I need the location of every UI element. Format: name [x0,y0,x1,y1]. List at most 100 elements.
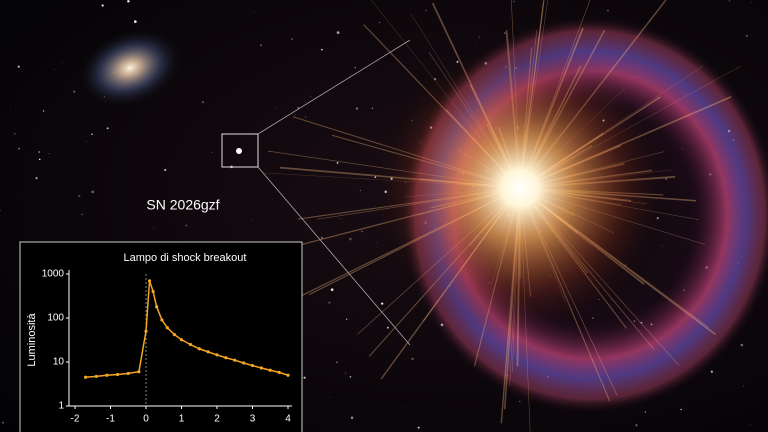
y-tick-label: 100 [47,313,64,324]
x-tick-label: 2 [214,414,220,425]
data-point [160,318,164,322]
star [91,133,93,135]
data-point [116,372,120,377]
star [320,48,323,51]
data-point [242,361,246,365]
data-point [206,350,210,354]
star [411,357,414,361]
star [349,375,352,378]
star [62,61,64,63]
zoom-box [221,133,259,168]
data-point [224,356,228,360]
star [745,34,749,38]
star [540,5,542,7]
star [355,107,359,110]
star [303,376,306,379]
star [475,42,477,44]
star [340,218,341,220]
star [680,408,682,411]
star [425,9,427,11]
data-point [197,347,201,351]
star [504,32,506,34]
star [269,150,271,152]
star [190,208,191,209]
data-point [277,370,281,375]
star [635,424,638,427]
star [133,20,137,23]
y-tick-label: 1000 [42,269,65,280]
x-tick-label: -1 [106,414,115,425]
data-point [172,332,176,337]
star [329,397,331,399]
data-point [147,279,152,283]
star [91,190,95,194]
galaxy [76,27,184,109]
star [478,36,480,38]
data-point [144,329,148,333]
object-label: SN 2026gzf [146,197,219,213]
plot: 1 10 100 1000 -2 -1 0 1 2 3 4 [42,269,292,425]
zoom-line [257,166,411,346]
star [336,162,339,164]
star [349,237,352,241]
data-point [250,363,255,368]
data-point [188,342,192,347]
star [211,151,213,153]
star [310,95,312,98]
star [291,38,293,40]
star [86,141,87,143]
star [304,116,307,118]
star [519,401,521,402]
star [749,424,751,426]
star [276,107,278,109]
data-point [286,373,290,377]
star [607,9,609,12]
star [251,220,253,221]
data-point [94,374,98,379]
star [73,90,76,93]
star [361,230,364,233]
star [81,213,83,216]
star [330,288,334,292]
data-point [165,326,169,330]
star [78,194,81,197]
data-point [84,375,88,379]
star [1,421,4,424]
star [320,236,323,239]
star [42,110,45,112]
star [336,31,340,34]
star [129,15,130,17]
data-point [155,305,159,309]
data-point [105,373,109,377]
star [378,21,380,24]
star [127,0,130,3]
zoom-line [257,39,411,135]
x-tick-label: -2 [71,414,80,425]
host-star [236,148,242,154]
star [194,204,196,206]
y-tick-label: 1 [58,401,64,412]
star [35,177,38,180]
chart-title: Lampo di shock breakout [124,252,247,264]
star [38,158,41,161]
star [0,209,1,212]
data-point [215,353,219,357]
star [354,66,357,69]
star [344,372,347,374]
star [185,224,188,227]
star [336,361,338,363]
data-point [151,289,155,294]
x-tick-label: 1 [179,414,185,425]
data-point [233,358,237,362]
star [224,53,226,54]
x-tick-label: 0 [143,414,149,425]
star [53,69,55,71]
star [740,343,744,347]
data-point [179,338,184,342]
star [381,302,384,305]
star [405,407,406,408]
star [751,1,753,3]
star [350,416,354,420]
star [386,326,389,329]
